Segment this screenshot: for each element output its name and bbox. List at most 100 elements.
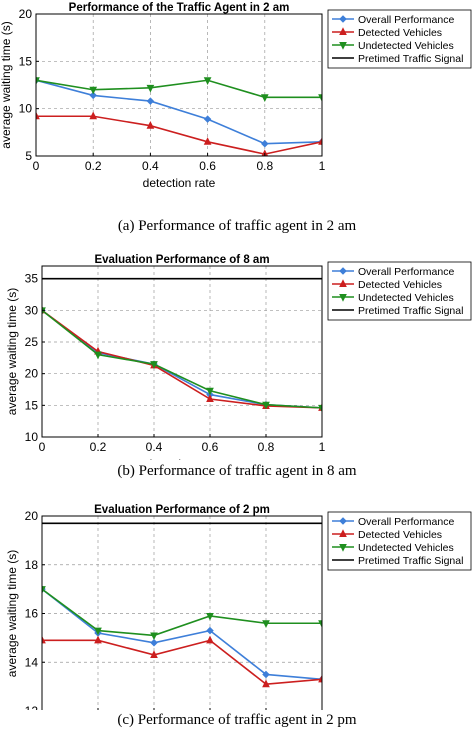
plot-frame-2am <box>35 13 323 157</box>
point-detected-2pm <box>318 674 322 683</box>
y-tick-label-8am: 25 <box>25 335 39 349</box>
x-tick-label-2am: 1 <box>319 159 326 173</box>
point-undetected-8am <box>150 361 158 369</box>
series-line-overall-8am <box>42 309 322 409</box>
y-tick-label-2am: 20 <box>19 7 33 21</box>
x-tick-label-2am: 0.6 <box>199 159 216 173</box>
legend-label-undetected-8am: Undetected Vehicles <box>358 292 454 304</box>
legend-marker-overall-2pm <box>339 517 347 525</box>
legend-label-detected-2pm: Detected Vehicles <box>358 529 442 541</box>
point-undetected-8am <box>318 404 322 413</box>
legend-marker-undetected-2pm <box>339 544 347 552</box>
y-tick-label-2pm: 16 <box>25 607 39 621</box>
series-undetected-8am <box>42 307 322 413</box>
series-line-overall-2pm <box>42 588 322 681</box>
series-line-undetected-2am <box>36 79 322 99</box>
legend-label-detected-8am: Detected Vehicles <box>358 279 442 291</box>
point-undetected-2am <box>203 77 212 85</box>
point-undetected-2pm <box>94 627 102 636</box>
point-overall-2am <box>261 139 269 148</box>
legend-label-undetected-2am: Undetected Vehicles <box>358 40 454 52</box>
legend-marker-undetected-8am <box>339 294 347 302</box>
series-detected-2am <box>36 111 322 156</box>
y-axis-label-2pm: average waiting time (s) <box>5 550 19 677</box>
series-detected-2pm <box>42 635 322 688</box>
point-undetected-2am <box>318 94 322 103</box>
x-tick-label-8am: 0.2 <box>90 440 107 454</box>
series-overall-2pm <box>42 585 322 684</box>
legend-label-overall-2am: Overall Performance <box>358 14 454 26</box>
point-overall-2pm <box>262 670 270 679</box>
chart-panel-2pm: 00.20.40.60.811214161820Evaluation Perfo… <box>0 490 474 735</box>
x-tick-label-8am: 0.8 <box>258 440 275 454</box>
y-tick-label-8am: 35 <box>25 272 39 286</box>
legend-label-overall-2pm: Overall Performance <box>358 516 454 528</box>
legend-label-pretimed-8am: Pretimed Traffic Signal <box>358 305 463 317</box>
series-overall-8am <box>42 306 322 412</box>
chart-title-2pm: Evaluation Performance of 2 pm <box>94 504 270 516</box>
point-detected-2pm <box>206 635 214 644</box>
point-undetected-2pm <box>42 586 46 594</box>
x-tick-label-2am: 0.4 <box>142 159 159 173</box>
series-line-detected-2pm <box>42 639 322 686</box>
series-line-overall-2am <box>36 79 322 145</box>
point-detected-2am <box>36 111 40 120</box>
x-axis-label-8am: detection rate <box>146 457 219 460</box>
chart-panel-8am: 0 0.2 0.4 0.6 0.8 1 10 15 20 25 30 35 Evaluation Per… <box>0 245 474 490</box>
y-tick-label-2pm: 18 <box>25 558 39 572</box>
point-detected-2pm <box>94 635 102 644</box>
legend-marker-overall-8am <box>339 267 347 275</box>
y-tick-label-8am: 10 <box>25 430 39 444</box>
series-undetected-2pm <box>42 586 322 641</box>
point-undetected-8am <box>94 351 102 360</box>
x-tick-label-8am: 0.4 <box>146 440 163 454</box>
point-undetected-8am <box>42 307 46 316</box>
point-undetected-2am <box>146 84 155 93</box>
point-detected-2pm <box>150 650 158 658</box>
y-tick-label-8am: 20 <box>25 367 39 381</box>
x-axis-label-2am: detection rate <box>143 176 216 190</box>
x-tick-label-2am: 0.2 <box>85 159 102 173</box>
point-undetected-2pm <box>318 620 322 628</box>
y-tick-label-2pm: 20 <box>25 509 39 523</box>
caption-8am: (b) Performance of traffic agent in 8 am <box>117 463 357 479</box>
y-axis-label-2am: average waiting time (s) <box>0 21 13 148</box>
point-overall-2am <box>146 97 155 105</box>
chart-panel-2am: 0 0.2 0.4 0.6 0.8 1 5 10 15 20 Performance of the … <box>0 0 474 245</box>
x-tick-label-2am: 0.8 <box>256 159 273 173</box>
y-tick-label-2pm: 14 <box>25 655 39 669</box>
chart-title-8am: Evaluation Performance of 8 am <box>94 254 269 266</box>
caption-2pm: (c) Performance of traffic agent in 2 pm <box>117 712 357 728</box>
y-tick-label-8am: 15 <box>25 398 39 412</box>
legend-label-overall-8am: Overall Performance <box>358 266 454 278</box>
y-axis-label-8am: average waiting time (s) <box>5 288 19 415</box>
legend-marker-detected-8am <box>339 279 347 287</box>
x-tick-label-2am: 0 <box>33 159 40 173</box>
series-line-detected-8am <box>42 309 322 409</box>
legend-marker-detected-2am <box>339 27 347 35</box>
y-tick-label-8am: 30 <box>25 303 39 317</box>
series-line-detected-2am <box>36 115 322 155</box>
point-detected-2am <box>318 137 322 145</box>
point-overall-2am <box>203 115 212 123</box>
point-undetected-2am <box>36 77 40 85</box>
series-undetected-2am <box>36 77 322 103</box>
series-line-undetected-8am <box>42 309 322 409</box>
point-undetected-2am <box>89 86 98 95</box>
legend-label-undetected-2pm: Undetected Vehicles <box>358 542 454 554</box>
point-overall-2am <box>89 91 97 100</box>
plot-frame-2pm <box>41 515 323 710</box>
point-undetected-2pm <box>150 632 158 641</box>
legend-label-detected-2am: Detected Vehicles <box>358 27 442 39</box>
legend-label-pretimed-2am: Pretimed Traffic Signal <box>358 53 463 65</box>
legend-marker-undetected-2am <box>339 42 347 50</box>
y-tick-label-2am: 10 <box>19 102 33 116</box>
y-tick-label-2am: 15 <box>19 54 33 68</box>
caption-2am: (a) Performance of traffic agent in 2 am <box>117 218 357 234</box>
point-detected-2pm <box>42 635 46 644</box>
point-detected-2am <box>89 111 98 120</box>
series-line-undetected-2pm <box>42 588 322 637</box>
